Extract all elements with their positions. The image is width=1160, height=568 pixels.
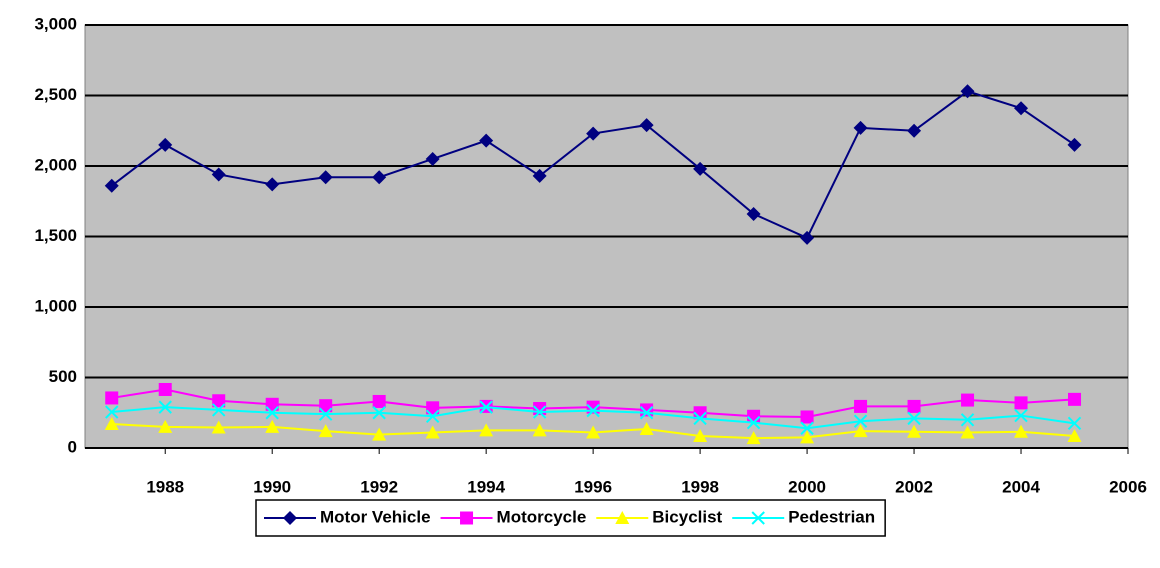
marker <box>907 411 921 426</box>
y-tick-label: 0 <box>68 437 77 456</box>
marker <box>318 170 333 185</box>
marker <box>372 427 387 441</box>
marker <box>158 137 173 152</box>
marker <box>426 401 440 415</box>
x-tick-label: 2002 <box>895 477 933 496</box>
marker <box>800 230 815 245</box>
marker <box>265 397 279 411</box>
marker <box>853 424 868 438</box>
marker <box>318 407 333 421</box>
x-tick-label: 1996 <box>574 477 612 496</box>
x-tick-label: 2004 <box>1002 477 1040 496</box>
legend-label: Pedestrian <box>788 507 875 526</box>
marker <box>532 168 547 183</box>
legend-label: Bicyclist <box>652 507 722 526</box>
marker <box>1067 429 1082 443</box>
marker <box>318 424 333 438</box>
y-tick-label: 1,500 <box>34 226 77 245</box>
marker <box>479 423 494 437</box>
marker <box>639 406 654 420</box>
marker <box>586 126 601 141</box>
marker <box>1014 424 1029 438</box>
marker <box>586 425 601 439</box>
x-tick-label: 1988 <box>146 477 184 496</box>
x-tick-label: 2006 <box>1109 477 1147 496</box>
marker <box>1067 137 1082 152</box>
marker <box>1068 392 1082 406</box>
marker <box>693 161 708 176</box>
marker <box>640 403 654 417</box>
marker <box>479 400 493 414</box>
x-tick-label: 1998 <box>681 477 719 496</box>
marker <box>105 391 119 405</box>
marker <box>104 417 119 431</box>
marker <box>746 206 761 221</box>
marker <box>1014 396 1028 410</box>
y-tick-label: 1,000 <box>34 296 77 315</box>
marker <box>693 411 707 426</box>
marker <box>158 382 172 396</box>
marker <box>1067 416 1082 431</box>
marker <box>425 151 440 166</box>
marker <box>693 429 708 443</box>
marker <box>212 394 226 408</box>
marker <box>372 406 386 420</box>
marker <box>961 393 975 407</box>
marker <box>1014 101 1029 116</box>
marker <box>960 413 975 427</box>
marker <box>372 394 386 408</box>
marker <box>460 511 474 525</box>
marker <box>1014 408 1028 423</box>
marker <box>960 84 975 99</box>
marker <box>853 120 868 135</box>
marker <box>532 405 547 419</box>
marker <box>615 511 630 524</box>
x-tick-label: 1992 <box>360 477 398 496</box>
marker <box>265 406 279 420</box>
marker <box>800 421 814 435</box>
marker <box>853 414 868 428</box>
marker <box>532 423 547 437</box>
marker <box>907 123 922 138</box>
marker <box>639 421 654 435</box>
marker <box>746 431 761 445</box>
y-tick-label: 2,500 <box>34 85 77 104</box>
marker <box>425 425 440 439</box>
marker <box>265 419 280 433</box>
x-tick-label: 1990 <box>253 477 291 496</box>
marker <box>800 410 814 424</box>
marker <box>751 511 765 525</box>
marker <box>211 420 226 434</box>
marker <box>265 177 280 192</box>
marker <box>907 424 922 438</box>
marker <box>372 170 387 185</box>
marker <box>479 133 494 148</box>
marker <box>104 178 119 193</box>
marker <box>907 399 921 413</box>
marker <box>800 430 815 444</box>
marker <box>854 399 868 413</box>
y-tick-label: 3,000 <box>34 14 77 33</box>
legend-label: Motor Vehicle <box>320 507 431 526</box>
y-tick-label: 500 <box>49 367 77 386</box>
marker <box>158 400 172 414</box>
x-tick-label: 1994 <box>467 477 505 496</box>
marker <box>105 405 119 419</box>
marker <box>283 511 297 525</box>
marker <box>158 419 173 433</box>
x-tick-label: 2000 <box>788 477 826 496</box>
marker <box>960 425 975 439</box>
marker <box>319 399 333 413</box>
marker <box>586 403 600 418</box>
marker <box>425 409 440 423</box>
marker <box>746 415 761 430</box>
marker <box>212 403 226 417</box>
marker <box>639 118 654 133</box>
marker <box>211 167 226 182</box>
marker <box>747 409 761 423</box>
legend-label: Motorcycle <box>497 507 587 526</box>
y-tick-label: 2,000 <box>34 155 77 174</box>
